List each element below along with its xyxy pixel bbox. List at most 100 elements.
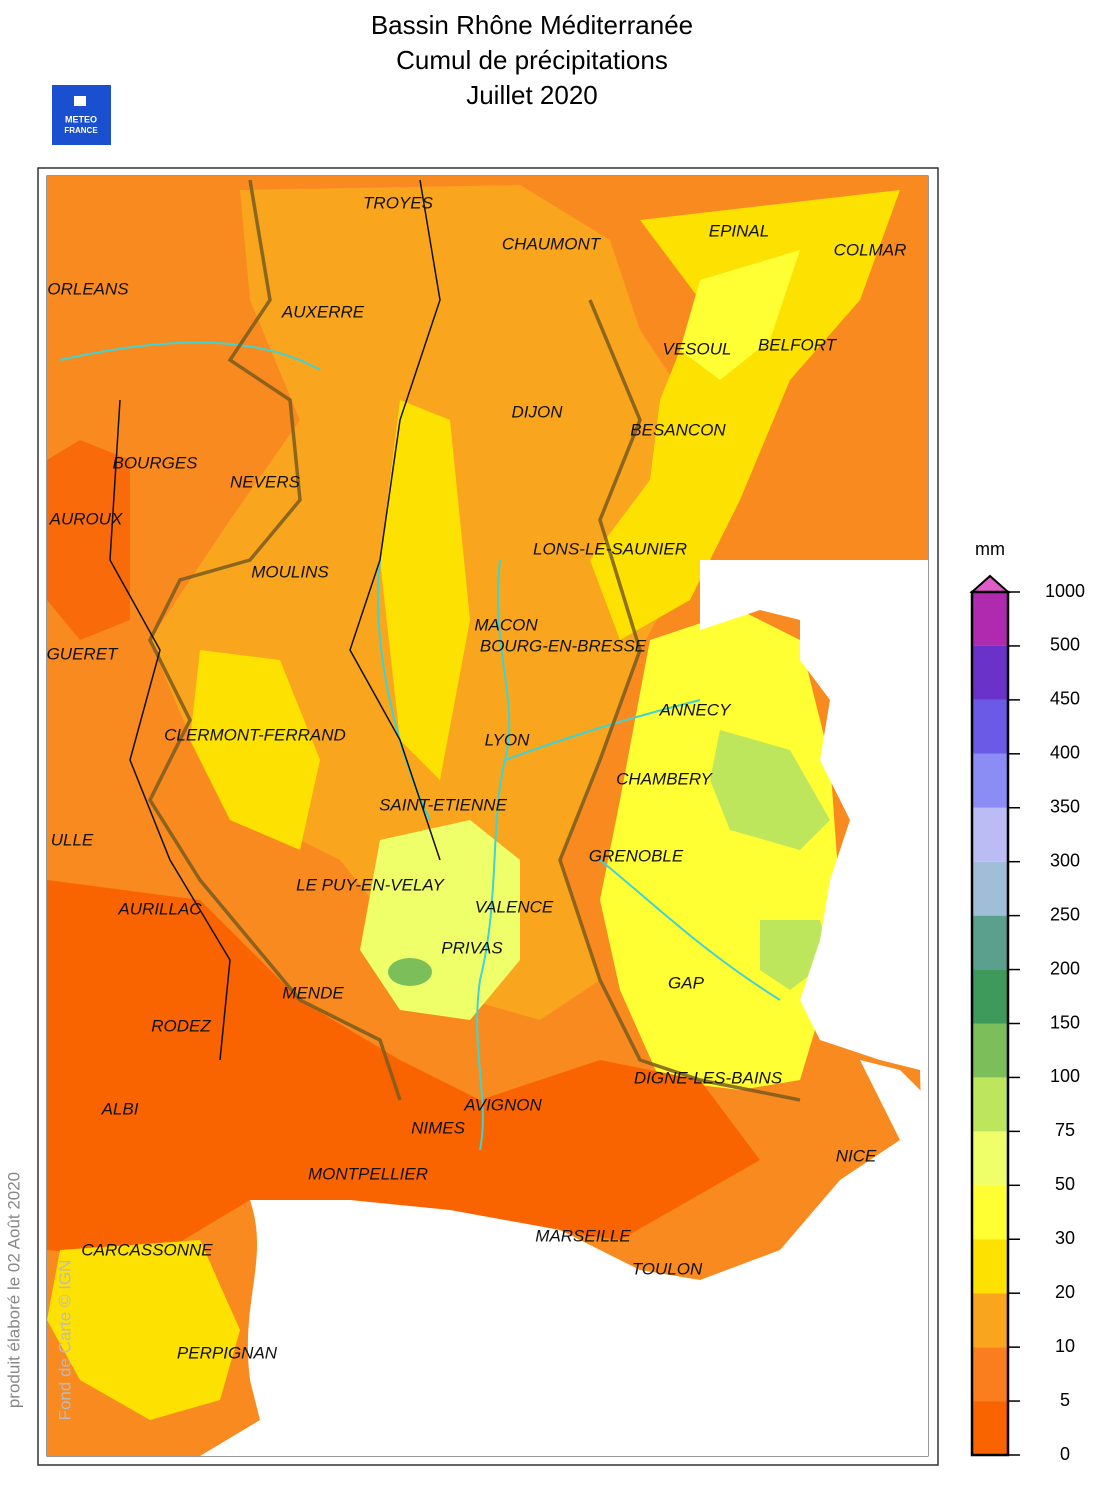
city-label: ALBI	[101, 1099, 139, 1118]
title-line: Bassin Rhône Méditerranée	[371, 10, 693, 40]
legend-unit: mm	[975, 539, 1005, 559]
legend-tick-label: 150	[1050, 1012, 1080, 1032]
city-label: NEVERS	[230, 472, 301, 491]
city-label: GRENOBLE	[589, 846, 684, 865]
city-label: PRIVAS	[441, 938, 503, 957]
legend-tick-label: 1000	[1045, 581, 1085, 601]
legend-swatch	[972, 699, 1008, 754]
rain-zone	[47, 880, 760, 1260]
city-label: ULLE	[51, 830, 94, 849]
city-label: ORLEANS	[47, 279, 129, 298]
legend-tick-label: 100	[1050, 1066, 1080, 1086]
city-label: NIMES	[411, 1118, 466, 1137]
city-label: CARCASSONNE	[81, 1240, 213, 1259]
logo-icon	[74, 96, 86, 106]
logo-text: METEO	[65, 114, 97, 124]
rain-zone	[380, 400, 470, 780]
city-label: AVIGNON	[463, 1095, 542, 1114]
legend-tick-label: 500	[1050, 635, 1080, 655]
city-label: MONTPELLIER	[308, 1164, 428, 1183]
city-label: MACON	[474, 615, 538, 634]
legend-tick-label: 450	[1050, 689, 1080, 709]
legend-tick-label: 50	[1055, 1174, 1075, 1194]
legend-swatch	[972, 1023, 1008, 1078]
rain-zone	[590, 190, 900, 640]
department-boundary	[109, 399, 231, 1061]
legend-swatch	[972, 1131, 1008, 1186]
legend-swatch	[972, 753, 1008, 808]
legend-tick-label: 20	[1055, 1282, 1075, 1302]
city-label: VALENCE	[475, 897, 554, 916]
rain-zone	[47, 1240, 240, 1420]
legend-swatch	[972, 1293, 1008, 1348]
region-boundary	[147, 179, 402, 1101]
legend-tick-label: 75	[1055, 1120, 1075, 1140]
rain-zone	[710, 730, 830, 850]
legend-swatch	[972, 1401, 1008, 1455]
city-label: MOULINS	[251, 562, 329, 581]
city-label: BOURG-EN-BRESSE	[480, 636, 647, 655]
department-boundary	[349, 179, 441, 861]
city-labels: TROYES CHAUMONT EPINAL COLMAR ORLEANS AUXERRE…	[47, 193, 907, 1362]
title-line: Cumul de précipitations	[396, 45, 668, 75]
legend: mm 0 5 10 20 30 50 75 100 150 200 250 300 350 400 450 5…	[969, 539, 1085, 1464]
map-frame	[37, 167, 939, 1466]
city-label: LE PUY-EN-VELAY	[296, 875, 445, 894]
legend-swatch	[972, 1185, 1008, 1240]
city-label: AUROUX	[49, 509, 123, 528]
rain-zone	[190, 650, 320, 850]
sea	[200, 1060, 928, 1456]
map	[47, 176, 928, 1456]
city-label: BESANCON	[630, 420, 726, 439]
city-label: RODEZ	[151, 1016, 211, 1035]
city-label: LONS-LE-SAUNIER	[533, 539, 687, 558]
city-label: BOURGES	[112, 453, 198, 472]
city-label: GAP	[668, 973, 705, 992]
city-label: MARSEILLE	[535, 1226, 631, 1245]
city-label: GUERET	[47, 644, 119, 663]
city-label: COLMAR	[834, 240, 907, 259]
city-label: PERPIGNAN	[177, 1343, 278, 1362]
rain-zone	[47, 440, 130, 640]
logo-box	[52, 85, 111, 145]
legend-swatch	[972, 1347, 1008, 1402]
city-label: MENDE	[282, 983, 344, 1002]
logo-text: FRANCE	[64, 126, 98, 135]
river	[476, 559, 511, 1151]
legend-swatch	[972, 592, 1008, 646]
legend-overflow	[969, 574, 1011, 593]
legend-tick-label: 400	[1050, 743, 1080, 763]
legend-tick-label: 10	[1055, 1336, 1075, 1356]
city-label: TROYES	[363, 193, 434, 212]
city-label: DIJON	[512, 402, 564, 421]
city-label: EPINAL	[709, 221, 769, 240]
title-line: Juillet 2020	[466, 80, 598, 110]
logo: METEO FRANCE	[52, 85, 111, 145]
city-label: SAINT-ETIENNE	[379, 795, 508, 814]
legend-tick-label: 200	[1050, 958, 1080, 978]
legend-tick-label: 5	[1060, 1390, 1070, 1410]
city-label: CLERMONT-FERRAND	[164, 725, 346, 744]
outside-area	[700, 560, 928, 1379]
city-label: NICE	[836, 1146, 877, 1165]
legend-swatch	[972, 807, 1008, 862]
city-label: AUXERRE	[281, 302, 365, 321]
legend-swatch	[972, 969, 1008, 1024]
region-boundary	[558, 299, 801, 1102]
legend-swatch	[972, 1077, 1008, 1132]
city-label: AURILLAC	[117, 899, 202, 918]
title: Bassin Rhône Méditerranée Cumul de préci…	[371, 10, 693, 110]
legend-swatch	[972, 1239, 1008, 1294]
legend-tick-label: 350	[1050, 797, 1080, 817]
legend-tick-label: 250	[1050, 904, 1080, 924]
legend-swatch	[972, 645, 1008, 700]
river	[59, 341, 321, 371]
city-label: VESOUL	[663, 339, 732, 358]
city-label: CHAUMONT	[502, 234, 602, 253]
map-source: Fond de Carte © IGN	[55, 1260, 74, 1421]
legend-swatch	[972, 915, 1008, 970]
credit: produit élaboré le 02 Août 2020	[4, 1172, 23, 1408]
river	[599, 859, 781, 1001]
city-label: DIGNE-LES-BAINS	[634, 1068, 783, 1087]
